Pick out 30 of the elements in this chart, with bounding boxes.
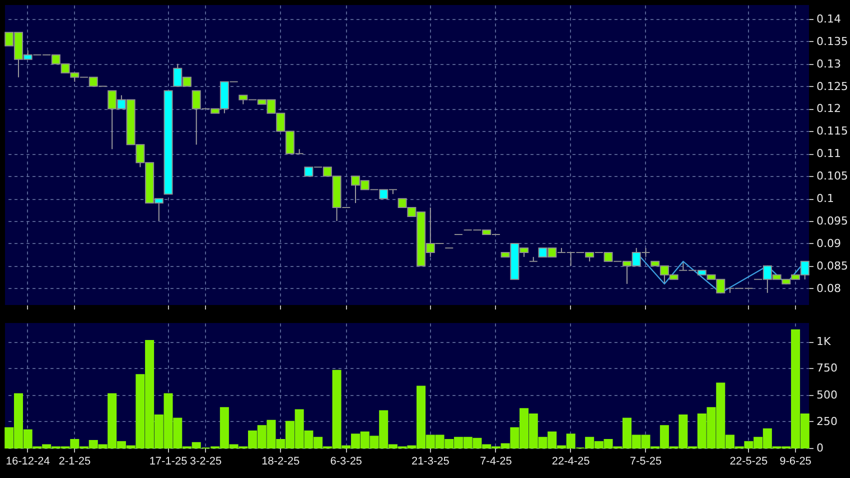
y-tick-label: 0.105 (816, 170, 848, 183)
y-tick-label: 0.12 (816, 102, 841, 116)
x-tick-label: 7-5-25 (630, 456, 662, 468)
x-tick-label: 6-3-25 (330, 456, 362, 468)
y-tick-label: 1K (816, 335, 832, 348)
x-tick-label: 9-6-25 (780, 456, 812, 468)
y-tick-label: 0 (816, 442, 824, 454)
y-tick-label: 750 (816, 362, 838, 375)
y-tick-label: 0.08 (816, 282, 841, 295)
x-tick-label: 3-2-25 (190, 456, 222, 468)
y-tick-label: 500 (816, 388, 838, 402)
y-tick-label: 0.14 (816, 12, 841, 26)
x-tick-label: 18-2-25 (262, 456, 300, 468)
y-tick-label: 0.13 (816, 57, 841, 70)
y-tick-label: 0.115 (816, 124, 848, 138)
x-tick-label: 17-1-25 (149, 456, 188, 468)
y-tick-label: 0.1 (816, 192, 834, 206)
y-tick-label: 0.11 (816, 147, 841, 160)
x-tick-label: 16-12-24 (6, 456, 50, 468)
x-tick-label: 22-5-25 (730, 456, 768, 468)
x-tick-label: 21-3-25 (411, 456, 450, 468)
y-tick-label: 0.125 (816, 80, 848, 93)
x-tick-label: 7-4-25 (480, 456, 512, 468)
y-tick-label: 0.09 (816, 236, 841, 250)
y-tick-label: 0.095 (816, 214, 848, 228)
y-tick-label: 0.135 (816, 34, 848, 48)
y-tick-label: 250 (816, 414, 838, 428)
y-tick-label: 0.085 (816, 259, 848, 272)
x-tick-label: 22-4-25 (552, 456, 590, 468)
x-tick-label: 2-1-25 (58, 456, 91, 468)
